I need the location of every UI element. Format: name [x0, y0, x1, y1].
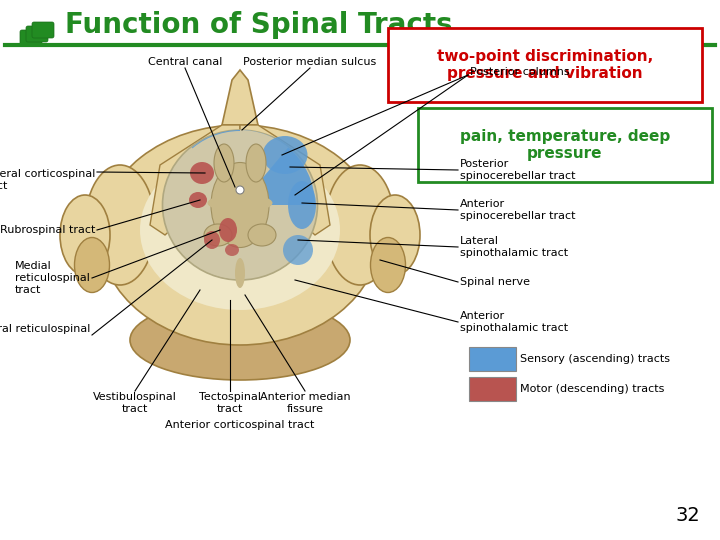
Text: Lateral corticospinal
tract: Lateral corticospinal tract [0, 169, 95, 191]
Text: Rubrospinal tract: Rubrospinal tract [0, 225, 95, 235]
Ellipse shape [371, 238, 405, 293]
Wedge shape [240, 130, 288, 205]
Ellipse shape [190, 162, 214, 184]
Polygon shape [222, 70, 258, 125]
Text: 32: 32 [675, 506, 700, 525]
Text: Anterior
spinothalamic tract: Anterior spinothalamic tract [460, 311, 568, 333]
Text: Anterior
spinocerebellar tract: Anterior spinocerebellar tract [460, 199, 575, 221]
Ellipse shape [204, 231, 220, 249]
Text: Anterior corticospinal tract: Anterior corticospinal tract [166, 420, 315, 430]
Ellipse shape [85, 165, 155, 285]
Ellipse shape [248, 224, 276, 246]
Ellipse shape [204, 224, 232, 246]
Ellipse shape [283, 235, 313, 265]
Ellipse shape [189, 192, 207, 208]
Wedge shape [192, 130, 288, 205]
Text: Anterior median
fissure: Anterior median fissure [260, 392, 351, 414]
Ellipse shape [214, 144, 234, 182]
Ellipse shape [370, 195, 420, 275]
Ellipse shape [325, 165, 395, 285]
Text: Posterior columns: Posterior columns [470, 67, 570, 77]
Text: Sensory (ascending) tracts: Sensory (ascending) tracts [520, 354, 670, 364]
Text: Lateral
spinothalamic tract: Lateral spinothalamic tract [460, 236, 568, 258]
Ellipse shape [235, 258, 245, 288]
Ellipse shape [140, 150, 340, 310]
FancyBboxPatch shape [418, 108, 712, 182]
Ellipse shape [219, 218, 237, 242]
Text: Spinal nerve: Spinal nerve [460, 277, 530, 287]
Text: Lateral reticulospinal
tract: Lateral reticulospinal tract [0, 324, 90, 346]
Ellipse shape [207, 194, 272, 212]
FancyBboxPatch shape [26, 26, 48, 42]
Text: Vestibulospinal
tract: Vestibulospinal tract [93, 392, 177, 414]
FancyBboxPatch shape [469, 377, 516, 401]
Ellipse shape [288, 181, 316, 229]
Ellipse shape [225, 244, 239, 256]
Ellipse shape [246, 144, 266, 182]
Text: Tectospinal
tract: Tectospinal tract [199, 392, 261, 414]
FancyBboxPatch shape [388, 28, 702, 102]
Text: Medial
reticulospinal
tract: Medial reticulospinal tract [15, 261, 90, 295]
Text: Posterior
spinocerebellar tract: Posterior spinocerebellar tract [460, 159, 575, 181]
Ellipse shape [163, 130, 318, 280]
Text: pain, temperature, deep
pressure: pain, temperature, deep pressure [460, 129, 670, 161]
FancyBboxPatch shape [469, 347, 516, 371]
Text: Central canal: Central canal [148, 57, 222, 67]
Polygon shape [240, 125, 330, 235]
Ellipse shape [74, 238, 109, 293]
Text: two-point discrimination,
pressure and vibration: two-point discrimination, pressure and v… [437, 49, 653, 81]
Ellipse shape [130, 300, 350, 380]
Ellipse shape [100, 125, 380, 345]
Ellipse shape [211, 163, 269, 247]
Text: Motor (descending) tracts: Motor (descending) tracts [520, 384, 665, 394]
Wedge shape [240, 147, 315, 205]
FancyBboxPatch shape [32, 22, 54, 38]
Text: Function of Spinal Tracts: Function of Spinal Tracts [65, 11, 453, 39]
FancyBboxPatch shape [20, 30, 42, 46]
Ellipse shape [263, 136, 307, 174]
Circle shape [236, 186, 244, 194]
Text: Posterior median sulcus: Posterior median sulcus [243, 57, 377, 67]
Ellipse shape [60, 195, 110, 275]
Polygon shape [150, 125, 240, 235]
Wedge shape [166, 131, 240, 279]
